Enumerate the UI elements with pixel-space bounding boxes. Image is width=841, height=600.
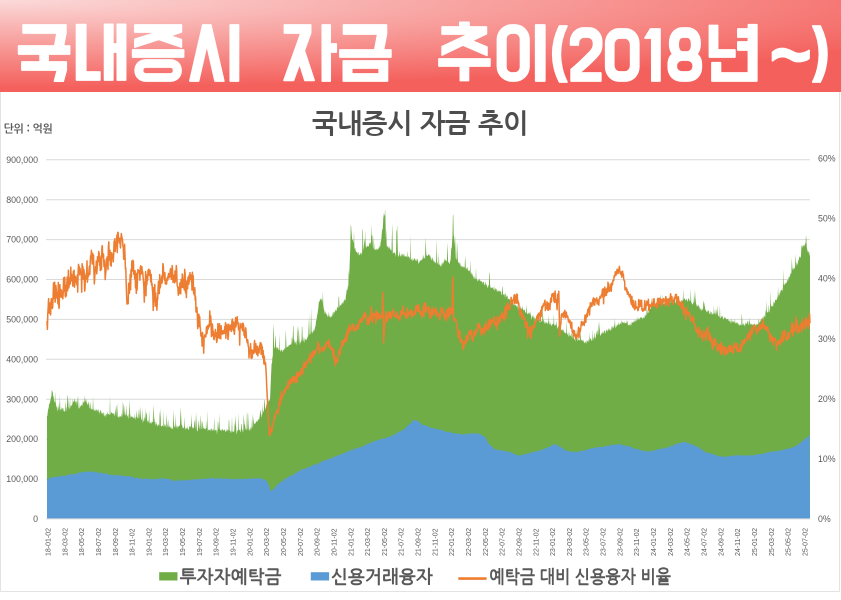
svg-text:30%: 30% — [818, 334, 836, 344]
svg-text:22-03-02: 22-03-02 — [466, 528, 473, 556]
svg-text:21-03-02: 21-03-02 — [365, 528, 372, 556]
svg-text:19-07-02: 19-07-02 — [197, 528, 204, 556]
svg-text:25-01-02: 25-01-02 — [752, 528, 759, 556]
svg-text:20-03-02: 20-03-02 — [264, 528, 271, 556]
svg-text:400,000: 400,000 — [6, 354, 38, 364]
svg-text:0%: 0% — [818, 514, 831, 524]
svg-text:18-07-02: 18-07-02 — [96, 528, 103, 556]
svg-text:19-09-02: 19-09-02 — [214, 528, 221, 556]
svg-text:19-01-02: 19-01-02 — [146, 528, 153, 556]
svg-text:25-03-02: 25-03-02 — [769, 528, 776, 556]
svg-text:500,000: 500,000 — [6, 315, 38, 325]
svg-text:23-11-02: 23-11-02 — [634, 528, 641, 556]
svg-text:23-05-02: 23-05-02 — [584, 528, 591, 556]
svg-text:22-09-02: 22-09-02 — [517, 528, 524, 556]
svg-text:300,000: 300,000 — [6, 394, 38, 404]
svg-text:700,000: 700,000 — [6, 235, 38, 245]
svg-text:18-01-02: 18-01-02 — [46, 528, 53, 556]
svg-text:100,000: 100,000 — [6, 474, 38, 484]
svg-text:21-07-02: 21-07-02 — [399, 528, 406, 556]
svg-text:18-03-02: 18-03-02 — [62, 528, 69, 556]
svg-text:19-05-02: 19-05-02 — [180, 528, 187, 556]
svg-text:20-09-02: 20-09-02 — [315, 528, 322, 556]
svg-text:20-11-02: 20-11-02 — [331, 528, 338, 556]
svg-text:20-07-02: 20-07-02 — [298, 528, 305, 556]
svg-text:900,000: 900,000 — [6, 155, 38, 165]
svg-text:24-11-02: 24-11-02 — [735, 528, 742, 556]
svg-text:40%: 40% — [818, 274, 836, 284]
svg-text:22-05-02: 22-05-02 — [483, 528, 490, 556]
svg-text:21-05-02: 21-05-02 — [382, 528, 389, 556]
svg-text:24-01-02: 24-01-02 — [651, 528, 658, 556]
svg-text:23-07-02: 23-07-02 — [601, 528, 608, 556]
svg-text:25-05-02: 25-05-02 — [786, 528, 793, 556]
svg-text:22-07-02: 22-07-02 — [500, 528, 507, 556]
svg-text:23-01-02: 23-01-02 — [550, 528, 557, 556]
svg-text:10%: 10% — [818, 454, 836, 464]
svg-text:0: 0 — [33, 514, 38, 524]
svg-text:21-11-02: 21-11-02 — [432, 528, 439, 556]
svg-text:18-05-02: 18-05-02 — [79, 528, 86, 556]
svg-text:20-05-02: 20-05-02 — [281, 528, 288, 556]
svg-text:18-11-02: 18-11-02 — [130, 528, 137, 556]
svg-text:800,000: 800,000 — [6, 195, 38, 205]
svg-text:18-09-02: 18-09-02 — [113, 528, 120, 556]
svg-text:24-07-02: 24-07-02 — [702, 528, 709, 556]
svg-text:23-09-02: 23-09-02 — [617, 528, 624, 556]
svg-text:24-03-02: 24-03-02 — [668, 528, 675, 556]
svg-text:200,000: 200,000 — [6, 434, 38, 444]
svg-text:23-03-02: 23-03-02 — [567, 528, 574, 556]
svg-text:20%: 20% — [818, 394, 836, 404]
svg-text:19-11-02: 19-11-02 — [231, 528, 238, 556]
svg-text:22-11-02: 22-11-02 — [533, 528, 540, 556]
svg-text:24-05-02: 24-05-02 — [685, 528, 692, 556]
svg-text:60%: 60% — [818, 154, 836, 164]
svg-text:21-09-02: 21-09-02 — [416, 528, 423, 556]
svg-text:24-09-02: 24-09-02 — [718, 528, 725, 556]
svg-text:600,000: 600,000 — [6, 275, 38, 285]
svg-text:50%: 50% — [818, 214, 836, 224]
svg-text:21-01-02: 21-01-02 — [348, 528, 355, 556]
svg-text:22-01-02: 22-01-02 — [449, 528, 456, 556]
svg-text:25-07-02: 25-07-02 — [802, 528, 809, 556]
svg-text:19-03-02: 19-03-02 — [163, 528, 170, 556]
svg-text:20-01-02: 20-01-02 — [247, 528, 254, 556]
